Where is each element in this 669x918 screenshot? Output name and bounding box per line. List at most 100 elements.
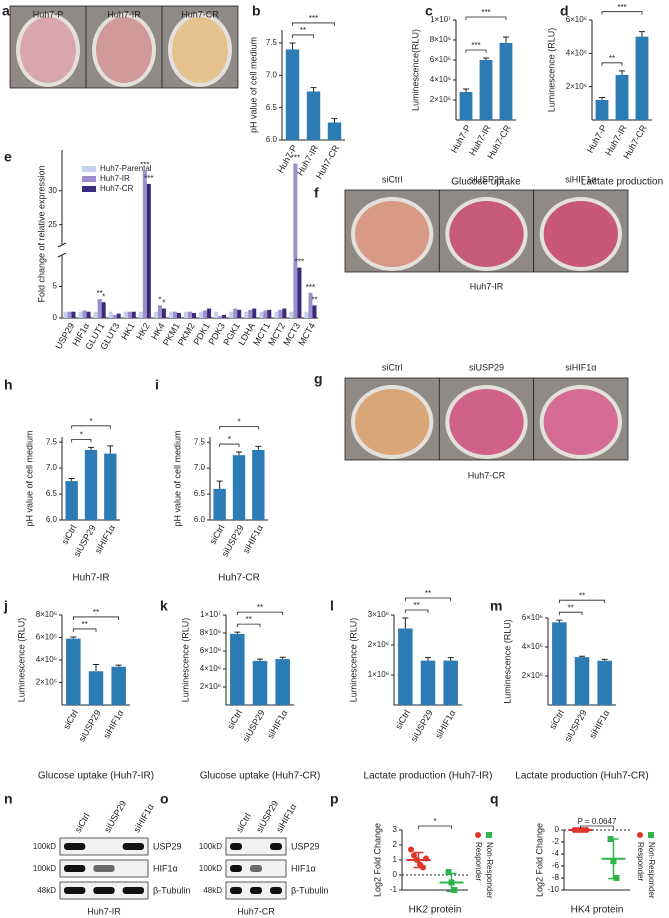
bar [285,49,300,140]
medium [543,389,618,455]
bar [275,659,290,705]
bar [111,666,126,705]
bar [84,449,98,520]
significance-bracket [580,825,614,829]
panel-letter: f [314,185,319,201]
y-axis-title: Luminescence (RLU) [16,618,26,703]
error-bar [402,617,409,629]
point [411,852,417,859]
x-tick-label: siUSP29 [77,708,103,743]
bar [259,311,264,318]
significance-bracket [418,825,452,829]
photo-label: Huh7-CR [181,9,219,19]
error-bar [236,451,242,456]
significance-label: ** [414,601,420,610]
y-tick-label: -1 [390,885,398,894]
x-tick-label: siCtrl [393,708,412,731]
significance-bracket [465,16,507,20]
bar [116,313,121,318]
legend-label: Huh7-Parental [100,164,152,173]
error-bar [579,655,585,658]
panel-letter: d [560,3,569,19]
error-bar [289,42,296,50]
significance-label: * [433,817,436,826]
bar [327,122,342,140]
y-tick-label: 6.0 [266,135,278,144]
medium [172,17,228,83]
panel-letter: i [155,377,159,393]
y-axis-title: Luminescence (RLU) [502,619,512,704]
protein-label: β-Tubulin [153,885,190,895]
bar [306,91,321,140]
error-bar [601,658,608,661]
panel-letter: a [2,3,10,19]
bar [66,638,81,705]
y-tick-label: 4×10⁶ [430,75,451,84]
significance-bracket [236,611,284,616]
significance-bracket [72,616,120,620]
significance-bracket [404,597,452,601]
y-tick-label: 2 [393,840,398,849]
blot-band [270,887,282,894]
y-axis-title: pH value of cell medium [172,430,182,526]
photo-label: siCtrl [382,174,403,184]
panel-letter: c [425,3,433,19]
significance-label: *** [144,174,153,183]
bar [574,657,590,705]
bar [222,314,227,318]
bar [161,308,166,318]
x-axis-title: HK2 protein [409,905,462,916]
medium [449,201,524,267]
y-axis-title: Log2 Fold Change [372,823,382,897]
bar [187,311,193,318]
significance-label: *** [481,8,490,17]
y-tick-label: 6.5 [194,489,206,498]
x-axis-title: Huh7-IR [72,573,109,584]
size-marker: 100kD [199,842,222,851]
legend-label: Non-Responder [647,842,656,899]
medium [20,17,76,83]
point [408,846,414,853]
panel-letter: j [3,598,8,614]
blot-band [250,865,262,872]
y-tick-label: 7.0 [266,70,278,79]
significance-label: * [237,417,240,426]
bar [67,311,72,318]
y-tick-label: -8 [552,873,560,882]
bar [244,311,249,318]
y-tick-label: 7.5 [266,38,278,47]
y-axis-title: Log2 Fold Change [534,823,544,897]
error-bar [257,658,263,661]
significance-bracket [71,438,92,443]
point [451,887,458,893]
significance-label: ** [93,608,99,617]
bar [82,310,87,318]
panel-letter: k [160,598,168,614]
bar [183,311,188,318]
medium [355,389,430,455]
y-tick-label: 4×10⁶ [522,642,543,651]
significance-label: ** [82,620,88,629]
bar [207,308,212,318]
error-bar [115,664,122,667]
legend-label: Huh7-CR [100,184,134,193]
bar [63,311,68,318]
bar [230,633,245,705]
medium [543,201,618,267]
bar [112,314,117,318]
bar [237,309,242,318]
blot-strip [225,837,287,856]
legend-label: Non-Responder [485,842,494,899]
legend-marker [475,832,481,838]
x-tick-label: siUSP29 [563,708,589,743]
significance-bracket [219,425,259,430]
y-axis-title: pH value of cell medium [248,37,258,133]
error-bar [310,87,317,92]
blot-band [64,887,86,894]
panel-letter: l [330,598,334,614]
x-axis-title: Glucose uptake [451,177,521,188]
blot-band [270,843,282,850]
bar [146,183,151,318]
y-tick-label: 6.5 [46,489,58,498]
significance-label: ** [609,54,615,63]
